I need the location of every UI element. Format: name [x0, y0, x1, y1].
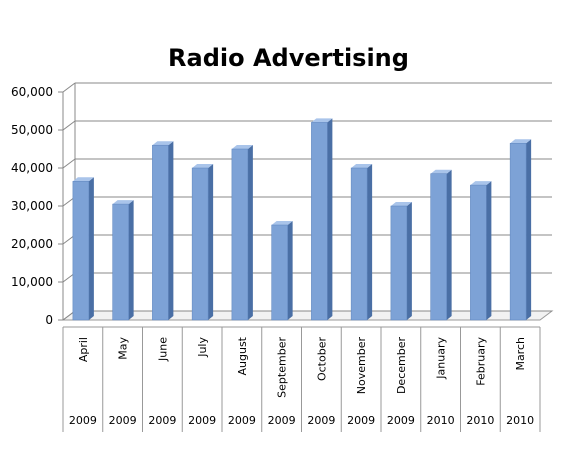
bar-side — [327, 118, 333, 321]
year-label: 2010 — [427, 414, 455, 427]
bar-top — [231, 145, 253, 149]
category-label: February — [474, 337, 487, 386]
bar — [231, 148, 249, 321]
bar — [152, 144, 169, 321]
y-tick-label: 50,000 — [11, 123, 53, 137]
category-label: July — [196, 337, 209, 358]
bar — [470, 184, 487, 321]
y-tick-label: 10,000 — [11, 275, 53, 289]
bar-top — [390, 202, 412, 206]
bar — [350, 167, 368, 321]
category-label: June — [156, 337, 169, 362]
bar — [311, 122, 328, 321]
bar — [430, 173, 447, 321]
y-tick-label: 30,000 — [11, 199, 53, 213]
bar — [191, 167, 209, 321]
year-label: 2009 — [387, 414, 415, 427]
category-label: November — [355, 337, 368, 395]
bar-side — [247, 145, 253, 320]
bar-side — [128, 200, 134, 320]
bar-side — [446, 169, 452, 320]
bar-side — [168, 141, 174, 320]
bar-side — [486, 181, 492, 320]
year-label: 2010 — [466, 414, 494, 427]
bar-top — [510, 139, 532, 144]
bar-top — [470, 181, 492, 186]
bar-top — [192, 164, 214, 168]
bar-side — [88, 177, 94, 320]
gridline-depth — [62, 158, 76, 169]
bar — [72, 181, 90, 321]
bar-top — [271, 221, 293, 225]
bar-top — [430, 169, 452, 174]
category-label: May — [117, 337, 130, 360]
category-label: January — [435, 337, 448, 380]
category-label: March — [514, 337, 527, 371]
bar — [271, 224, 288, 321]
bar-side — [367, 164, 373, 320]
year-label: 2009 — [228, 414, 256, 427]
bar-side — [526, 139, 532, 320]
gridline-depth — [62, 120, 76, 131]
category-label: April — [77, 337, 90, 362]
y-tick-label: 60,000 — [11, 85, 53, 99]
category-label: September — [276, 337, 289, 398]
year-label: 2009 — [268, 414, 296, 427]
bar-top — [351, 164, 373, 168]
bar-top — [72, 177, 94, 182]
y-tick-label: 40,000 — [11, 161, 53, 175]
gridline-depth — [62, 82, 76, 93]
bar-top — [152, 141, 174, 146]
bar-top — [311, 118, 333, 123]
year-label: 2009 — [347, 414, 375, 427]
bar-side — [406, 202, 412, 320]
bar-side — [208, 164, 214, 320]
bar-top — [112, 200, 134, 205]
bar-side — [287, 221, 293, 320]
bar — [390, 205, 408, 321]
chart-title: Radio Advertising — [168, 44, 409, 72]
year-label: 2009 — [307, 414, 335, 427]
bar — [112, 203, 129, 321]
year-label: 2009 — [69, 414, 97, 427]
category-label: October — [315, 337, 328, 381]
y-tick-label: 20,000 — [11, 237, 53, 251]
year-label: 2009 — [148, 414, 176, 427]
year-label: 2010 — [506, 414, 534, 427]
category-label: December — [395, 337, 408, 395]
bar — [509, 143, 527, 321]
year-label: 2009 — [109, 414, 137, 427]
y-tick-label: 0 — [45, 313, 53, 327]
year-label: 2009 — [188, 414, 216, 427]
category-label: August — [236, 336, 249, 375]
